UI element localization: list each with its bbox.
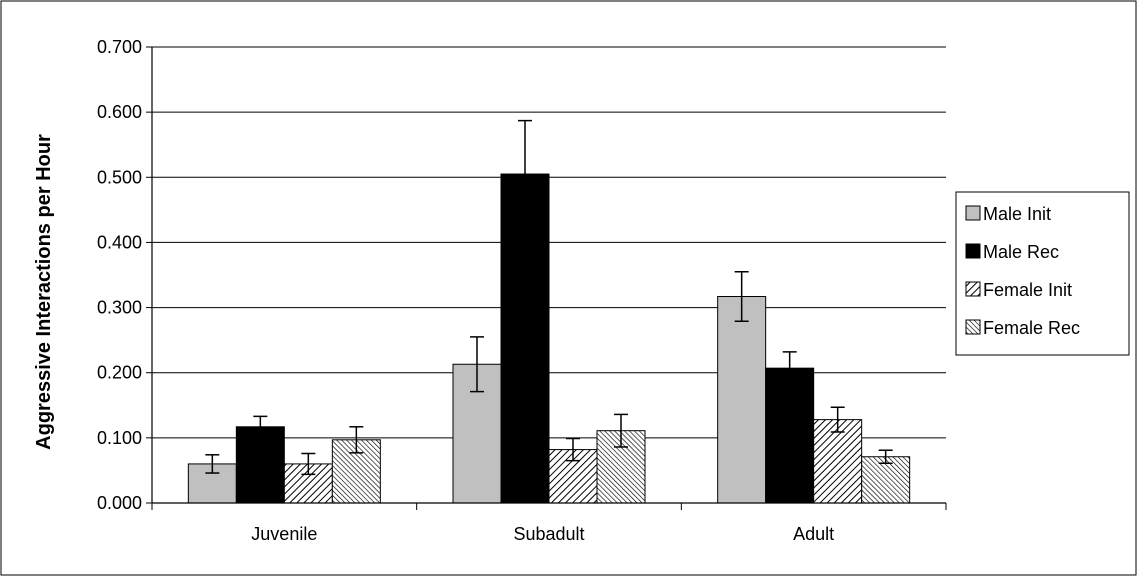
- error-bar: [614, 413, 628, 448]
- bar-male-init-adult: [717, 295, 767, 504]
- legend-item: Male Init: [965, 204, 1051, 224]
- bar-male-rec-adult: [765, 367, 815, 504]
- bar-male-rec-juvenile: [235, 426, 285, 504]
- error-bar: [253, 415, 268, 438]
- x-category-label: Adult: [793, 524, 834, 544]
- y-tick-label: 0.300: [97, 298, 142, 318]
- y-tick-label: 0.200: [97, 363, 142, 383]
- y-tick-label: 0.100: [97, 428, 142, 448]
- y-tick-label: 0.400: [97, 232, 142, 252]
- error-bars: [205, 119, 893, 476]
- legend-swatch: [965, 243, 981, 259]
- bar-male-rec-subadult: [500, 173, 550, 504]
- legend-label: Female Rec: [983, 318, 1080, 338]
- error-bar: [301, 452, 316, 476]
- x-category-label: Juvenile: [251, 524, 317, 544]
- legend: Male Init Male Rec Female Init Female Rec: [955, 191, 1130, 356]
- legend-label: Male Init: [983, 204, 1051, 224]
- y-tick-label: 0.600: [97, 102, 142, 122]
- legend-item: Female Init: [965, 280, 1072, 300]
- y-axis-label: Aggressive Interactions per Hour: [33, 134, 55, 450]
- error-bar: [878, 449, 893, 465]
- legend-item: Female Rec: [965, 318, 1080, 338]
- error-bar: [205, 454, 220, 474]
- y-tick-label: 0.000: [97, 493, 142, 513]
- legend-swatch: [965, 319, 981, 335]
- legend-label: Male Rec: [983, 242, 1059, 262]
- error-bar: [566, 437, 580, 462]
- error-bar: [518, 119, 532, 229]
- y-tick-label: 0.500: [97, 167, 142, 187]
- legend-box: [955, 191, 1130, 356]
- x-axis-labels: Juvenile Subadult Adult: [251, 524, 834, 544]
- legend-swatch: [965, 281, 981, 297]
- y-axis-ticks: 0.000 0.100 0.200 0.300 0.400 0.500 0.600 0.700: [97, 37, 152, 513]
- legend-item: Male Rec: [965, 242, 1059, 262]
- y-tick-label: 0.700: [97, 37, 142, 57]
- bar-female-init-adult: [813, 419, 863, 504]
- axes: [151, 47, 947, 510]
- error-bar: [349, 426, 364, 454]
- error-bar: [782, 351, 797, 386]
- error-bar: [734, 270, 749, 323]
- legend-swatch: [965, 205, 981, 221]
- x-category-label: Subadult: [513, 524, 584, 544]
- legend-label: Female Init: [983, 280, 1072, 300]
- error-bar: [830, 406, 845, 433]
- error-bar: [470, 336, 484, 393]
